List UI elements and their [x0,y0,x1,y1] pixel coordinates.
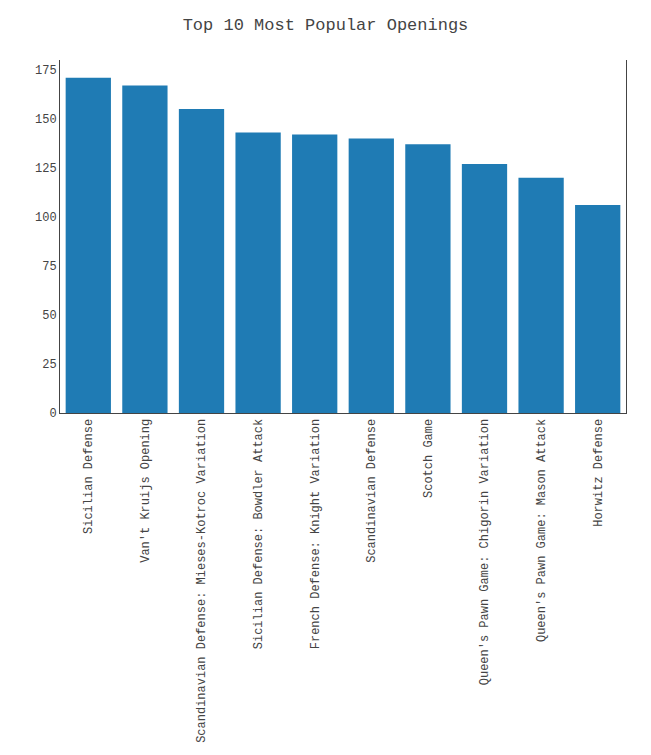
svg-text:Scotch Game: Scotch Game [422,419,436,498]
svg-text:125: 125 [35,162,57,176]
svg-text:Scandinavian Defense: Scandinavian Defense [365,419,379,563]
svg-text:0: 0 [49,407,56,421]
svg-text:Van't Kruijs Opening: Van't Kruijs Opening [139,419,153,563]
svg-text:25: 25 [42,358,56,372]
svg-text:Scandinavian Defense: Mieses-K: Scandinavian Defense: Mieses-Kotroc Vari… [195,419,209,743]
svg-text:Sicilian Defense: Sicilian Defense [82,419,96,534]
svg-text:French Defense: Knight Variati: French Defense: Knight Variation [309,419,323,649]
svg-text:175: 175 [35,64,57,78]
svg-text:Sicilian Defense: Bowdler Atta: Sicilian Defense: Bowdler Attack [252,419,266,649]
svg-text:Queen's Pawn Game: Mason Attac: Queen's Pawn Game: Mason Attack [535,419,549,642]
svg-text:100: 100 [35,211,57,225]
svg-text:Horwitz Defense: Horwitz Defense [592,419,606,527]
svg-text:150: 150 [35,113,57,127]
svg-text:50: 50 [42,309,56,323]
svg-text:Top 10 Most Popular Openings: Top 10 Most Popular Openings [183,16,469,35]
svg-text:Queen's Pawn Game: Chigorin Va: Queen's Pawn Game: Chigorin Variation [478,419,492,685]
svg-text:75: 75 [42,260,56,274]
